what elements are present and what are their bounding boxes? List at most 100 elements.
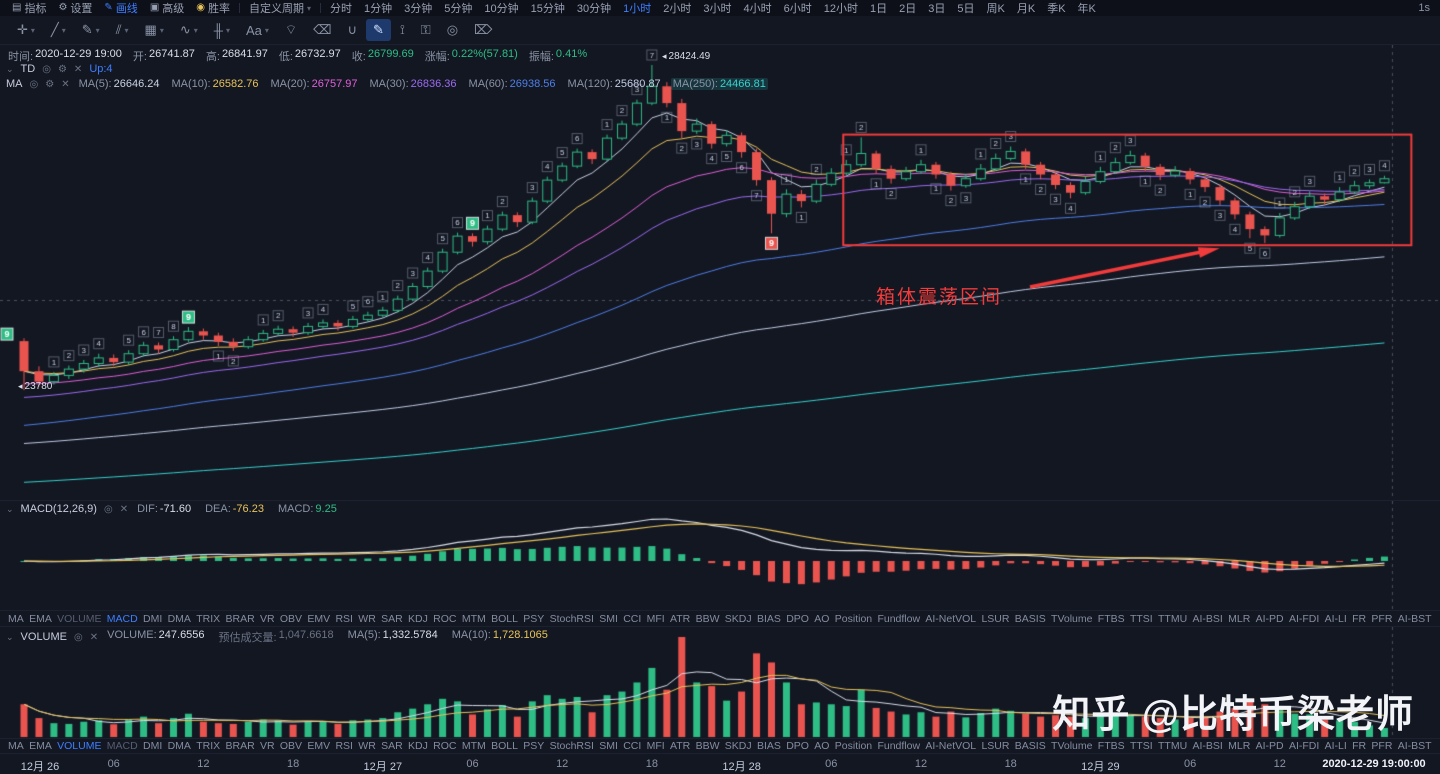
channel-tool[interactable]: ⫽ ▾ [109,19,136,41]
measure-tool[interactable]: ⟟ [393,19,412,41]
close-icon[interactable]: ✕ [119,503,129,515]
indicator-tab-OBV[interactable]: OBV [279,612,303,625]
indicator-tab-RSI[interactable]: RSI [335,612,353,625]
indicator-tab-LSUR[interactable]: LSUR [981,740,1010,752]
fib-tool[interactable]: ╫ ▾ [207,20,237,41]
indicator-tab-TVolume[interactable]: TVolume [1051,740,1093,752]
eye-icon[interactable]: ◎ [103,503,113,515]
brush-tool[interactable]: ✎ ▾ [75,19,107,41]
timeframe-年K[interactable]: 年K [1077,3,1096,15]
chevron-down-icon[interactable]: ⌄ [6,503,14,514]
timeframe-3小时[interactable]: 3小时 [703,3,732,15]
indicator-tab-PSY[interactable]: PSY [523,740,545,752]
indicator-tab-Fundflow[interactable]: Fundflow [877,612,921,625]
eye-icon[interactable]: ◎ [74,631,83,643]
indicator-tab-AO[interactable]: AO [814,612,830,625]
text-tool[interactable]: Aa ▾ [239,20,276,41]
indicator-tab-SMI[interactable]: SMI [599,612,618,625]
close-icon[interactable]: ✕ [73,63,83,75]
candlestick-chart-canvas[interactable] [0,45,1440,500]
indicator-tab-DMI[interactable]: DMI [143,612,163,625]
timeframe-4小时[interactable]: 4小时 [743,3,772,15]
volume-chart-canvas[interactable] [0,627,1440,739]
timeframe-月K[interactable]: 月K [1016,3,1036,15]
indicator-tab-AI-LI[interactable]: AI-LI [1324,740,1347,752]
indicator-tab-EMA[interactable]: EMA [29,740,52,752]
chevron-down-icon[interactable]: ⌄ [6,63,14,74]
indicator-tab-DMI[interactable]: DMI [143,740,163,752]
menu-advanced[interactable]: ▣ 高级 [144,0,190,16]
indicator-tab-Position[interactable]: Position [834,612,873,625]
eye-icon[interactable]: ◎ [29,78,39,90]
timeframe-周K[interactable]: 周K [986,3,1005,15]
indicator-tab-FTBS[interactable]: FTBS [1097,740,1125,752]
indicator-tab-ROC[interactable]: ROC [433,612,457,625]
indicator-tab-FTBS[interactable]: FTBS [1097,612,1125,625]
indicator-tab-CCI[interactable]: CCI [623,612,642,625]
indicator-tab-MA[interactable]: MA [8,612,24,625]
magnet-tool[interactable]: ∪ [341,19,365,41]
indicator-tab-EMA[interactable]: EMA [29,612,52,625]
timeframe-15分钟[interactable]: 15分钟 [530,3,565,15]
indicator-tab-DPO[interactable]: DPO [786,612,809,625]
timeframe-2小时[interactable]: 2小时 [663,3,692,15]
indicator-tab-PFR[interactable]: PFR [1371,740,1393,752]
indicator-tab-EMV[interactable]: EMV [307,740,331,752]
indicator-tab-FR[interactable]: FR [1352,740,1367,752]
indicator-tab-ROC[interactable]: ROC [433,740,457,752]
timeframe-1小时[interactable]: 1小时 [623,3,652,15]
indicator-tab-AI-BSI[interactable]: AI-BSI [1192,740,1223,752]
wave-tool[interactable]: ∿ ▾ [173,19,205,41]
indicator-tab-StochRSI[interactable]: StochRSI [549,612,594,625]
indicator-tab-ATR[interactable]: ATR [670,740,691,752]
indicator-tab-TRIX[interactable]: TRIX [196,612,221,625]
indicator-tab-LSUR[interactable]: LSUR [981,612,1010,625]
close-icon[interactable]: ✕ [89,631,99,643]
eraser-tool[interactable]: ⌫ [306,19,338,41]
timeframe-10分钟[interactable]: 10分钟 [484,3,519,15]
chevron-down-icon[interactable]: ⌄ [6,631,14,642]
indicator-tab-SMI[interactable]: SMI [599,740,618,752]
indicator-tab-BASIS[interactable]: BASIS [1014,740,1046,752]
indicator-tab-TVolume[interactable]: TVolume [1051,612,1093,625]
timeframe-12小时[interactable]: 12小时 [823,3,859,15]
indicator-tab-KDJ[interactable]: KDJ [408,740,428,752]
indicator-tab-EMV[interactable]: EMV [307,612,331,625]
indicator-tab-MACD[interactable]: MACD [106,740,138,752]
settings-icon[interactable]: ⚙ [57,63,67,75]
indicator-tab-MTM[interactable]: MTM [461,612,486,625]
indicator-tab-SAR[interactable]: SAR [381,740,403,752]
timeframe-5分钟[interactable]: 5分钟 [444,3,473,15]
indicator-tab-VR[interactable]: VR [259,612,275,625]
indicator-tab-BRAR[interactable]: BRAR [225,612,255,625]
indicator-tab-AI-BSI[interactable]: AI-BSI [1192,612,1223,625]
indicator-tab-SKDJ[interactable]: SKDJ [724,740,752,752]
indicator-tab-BIAS[interactable]: BIAS [756,612,781,625]
indicator-tab-AI-PD[interactable]: AI-PD [1255,612,1284,625]
indicator-tab-MA[interactable]: MA [8,740,24,752]
indicator-tab-OBV[interactable]: OBV [279,740,303,752]
indicator-tab-AI-FDI[interactable]: AI-FDI [1288,740,1320,752]
indicator-tab-MLR[interactable]: MLR [1228,612,1251,625]
indicator-tab-TTSI[interactable]: TTSI [1129,612,1153,625]
menu-winrate[interactable]: ◉ 胜率 [190,0,236,16]
trendline-tool[interactable]: ╱ ▾ [44,19,73,41]
settings-icon[interactable]: ⚙ [45,78,55,90]
indicator-tab-DMA[interactable]: DMA [167,740,191,752]
menu-indicators[interactable]: ▤ 指标 [6,0,52,16]
timeframe-30分钟[interactable]: 30分钟 [576,3,612,15]
timeframe-5日[interactable]: 5日 [957,3,975,15]
macd-chart-canvas[interactable] [0,501,1440,611]
menu-settings[interactable]: ⚙ 设置 [52,0,98,16]
menu-draw[interactable]: ✎ 画线 [98,0,143,16]
indicator-tab-CCI[interactable]: CCI [623,740,642,752]
timeframe-3分钟[interactable]: 3分钟 [404,3,433,15]
visibility-tool[interactable]: ◎ [440,19,465,41]
indicator-tab-ATR[interactable]: ATR [670,612,691,625]
indicator-tab-AI-NetVOL[interactable]: AI-NetVOL [925,612,977,625]
indicator-tab-TTSI[interactable]: TTSI [1129,740,1153,752]
indicator-tab-WR[interactable]: WR [358,740,376,752]
indicator-tab-BOLL[interactable]: BOLL [491,740,518,752]
eye-icon[interactable]: ◎ [42,63,51,75]
timeframe-分时[interactable]: 分时 [330,3,353,15]
